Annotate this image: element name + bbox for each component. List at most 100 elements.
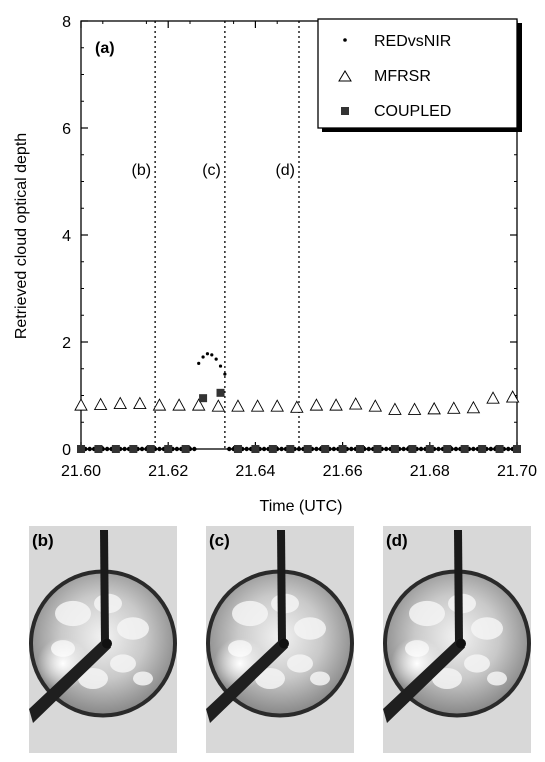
- mfrsr-point: [93, 397, 108, 411]
- rednir-point: [296, 446, 302, 452]
- rednir-point: [122, 446, 127, 452]
- shadow-band: [206, 637, 288, 723]
- coupled-point: [390, 445, 399, 453]
- mfrsr-point: [447, 401, 461, 414]
- marker-label: (b): [132, 162, 152, 179]
- cloud: [310, 671, 330, 686]
- coupled-point: [443, 445, 452, 453]
- x-tick-label: 21.60: [61, 463, 101, 480]
- x-tick-label: 21.70: [497, 463, 537, 480]
- photo-label: (c): [209, 531, 230, 550]
- x-tick-label: 21.64: [235, 463, 275, 480]
- mfrsr-point: [309, 398, 324, 411]
- cloud: [487, 671, 507, 686]
- mfrsr-point: [329, 398, 343, 411]
- rednir-point: [197, 361, 201, 365]
- x-axis-ticks: 21.60 21.62 21.64 21.66 21.68 21.70: [61, 21, 537, 480]
- sky-photo: (b): [29, 526, 177, 753]
- rednir-point: [192, 446, 197, 452]
- x-tick-label: 21.62: [148, 463, 188, 480]
- rednir-point: [506, 446, 511, 452]
- legend-label-mfrsr: MFRSR: [374, 68, 431, 85]
- mfrsr-point: [133, 396, 147, 409]
- coupled-point: [425, 445, 434, 453]
- shadow-band: [29, 637, 111, 723]
- cloud: [55, 600, 91, 627]
- photo-label: (d): [386, 531, 408, 550]
- rednir-point: [488, 446, 494, 452]
- cloud: [464, 654, 490, 673]
- y-tick-label: 4: [62, 228, 71, 245]
- coupled-point: [94, 445, 103, 453]
- rednir-point: [223, 372, 227, 376]
- mfrsr-point: [486, 391, 500, 404]
- coupled-point: [321, 445, 330, 453]
- rednir-point: [104, 446, 110, 452]
- shadow-arm: [454, 530, 463, 644]
- rednir-point: [366, 446, 371, 452]
- coupled-point: [268, 445, 277, 453]
- shadow-band: [383, 637, 465, 723]
- rednir-point: [314, 446, 319, 452]
- rednir-point: [384, 446, 389, 452]
- band-pivot: [279, 638, 289, 649]
- coupled-point: [111, 445, 120, 453]
- coupled-point: [338, 445, 347, 453]
- band-pivot: [456, 638, 466, 649]
- rednir-point: [401, 446, 406, 452]
- rednir-point: [139, 446, 145, 452]
- rednir-point: [205, 352, 210, 356]
- photo-label: (b): [32, 531, 54, 550]
- vertical-markers: (b) (c) (d): [132, 21, 300, 449]
- coupled-point: [373, 445, 382, 453]
- rednir-point: [210, 353, 214, 357]
- rednir-point: [418, 446, 424, 452]
- sky-photo: (c): [206, 526, 354, 753]
- legend: REDvsNIR MFRSR COUPLED: [317, 18, 522, 132]
- mfrsr-point: [505, 390, 520, 403]
- coupled-point: [286, 445, 295, 453]
- mfrsr-point: [290, 400, 304, 413]
- cloud: [110, 654, 136, 673]
- legend-marker-rednir: [343, 38, 347, 42]
- cloud: [232, 600, 268, 627]
- rednir-point: [349, 446, 354, 452]
- legend-marker-coupled: [341, 107, 349, 115]
- coupled-point: [77, 445, 85, 453]
- y-tick-label: 0: [62, 442, 71, 459]
- series-mfrsr: [74, 390, 520, 415]
- x-tick-label: 21.68: [410, 463, 450, 480]
- shadow-arm: [100, 530, 109, 644]
- mfrsr-point: [368, 399, 383, 412]
- coupled-point: [495, 445, 504, 453]
- rednir-point: [453, 446, 459, 452]
- coupled-point: [251, 445, 260, 453]
- mfrsr-point: [231, 399, 245, 412]
- y-tick-label: 6: [62, 121, 71, 138]
- legend-label-rednir: REDvsNIR: [374, 33, 451, 50]
- coupled-point: [303, 445, 312, 453]
- mfrsr-point: [388, 402, 402, 415]
- sky-photo: (d): [383, 526, 531, 753]
- mfrsr-point: [466, 400, 481, 414]
- series-coupled: [77, 388, 521, 453]
- legend-label-coupled: COUPLED: [374, 103, 451, 120]
- rednir-point: [157, 446, 162, 452]
- cloud: [287, 654, 313, 673]
- rednir-point: [471, 446, 476, 452]
- x-tick-label: 21.66: [323, 463, 363, 480]
- cloud: [409, 600, 445, 627]
- sky-photos: (b) (c) (d): [29, 526, 531, 753]
- cloud: [117, 617, 149, 640]
- mfrsr-point: [113, 396, 127, 409]
- rednir-point: [214, 357, 218, 361]
- rednir-point: [174, 446, 180, 452]
- coupled-point: [181, 445, 190, 453]
- mfrsr-point: [407, 402, 422, 415]
- coupled-point: [199, 394, 208, 403]
- y-tick-label: 8: [62, 14, 71, 31]
- rednir-point: [279, 446, 284, 452]
- coupled-point: [356, 445, 365, 453]
